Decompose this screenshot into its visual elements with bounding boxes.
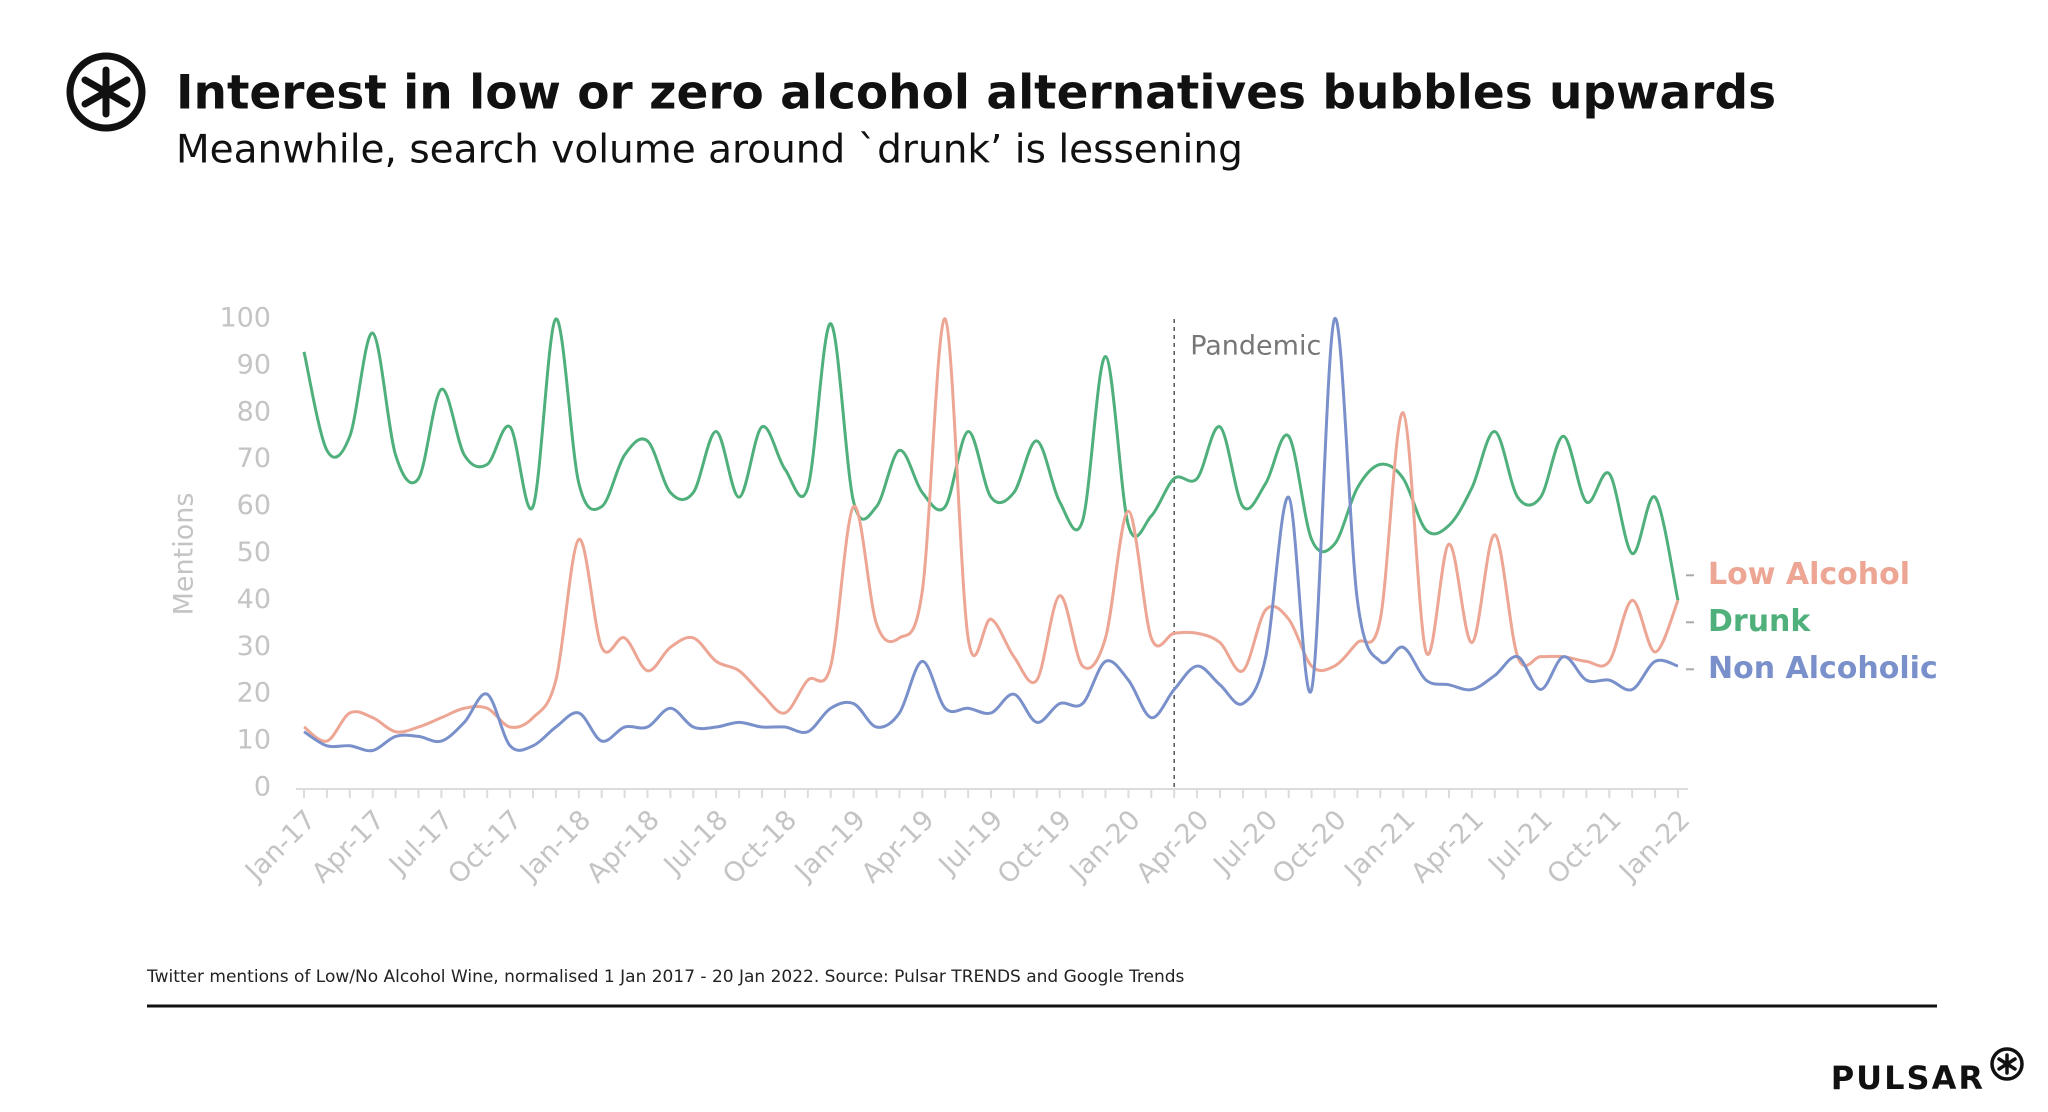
- y-tick-label: 90: [237, 349, 271, 380]
- line-series: [302, 317, 1680, 601]
- y-tick-label: 10: [237, 725, 271, 756]
- x-tick-label: Jan-21: [1337, 804, 1421, 888]
- y-tick-label: 20: [237, 678, 271, 709]
- x-tick-label: Oct-17: [442, 804, 528, 890]
- y-tick-label: 0: [254, 772, 271, 803]
- line-series: [303, 317, 1680, 743]
- legend-label: Drunk: [1708, 604, 1811, 639]
- y-tick-label: 50: [237, 537, 271, 568]
- footnote: Twitter mentions of Low/No Alcohol Wine,…: [146, 967, 1185, 987]
- y-tick-label: 100: [219, 303, 271, 334]
- y-tick-label: 70: [237, 443, 271, 474]
- x-tick-label: Jan-18: [513, 804, 597, 888]
- chart-title: Interest in low or zero alcohol alternat…: [176, 66, 1776, 121]
- x-tick-label: Jan-20: [1063, 804, 1147, 888]
- x-tick-label: Oct-21: [1541, 804, 1627, 890]
- legend-label: Low Alcohol: [1708, 557, 1910, 592]
- x-tick-label: Jan-19: [788, 804, 872, 888]
- x-tick-label: Oct-20: [1267, 804, 1353, 890]
- x-tick-label: Apr-21: [1405, 804, 1490, 889]
- x-tick-label: Apr-18: [581, 804, 666, 889]
- y-tick-label: 30: [237, 631, 271, 662]
- y-tick-label: 40: [237, 584, 271, 615]
- logo: [66, 52, 146, 132]
- x-tick-label: Apr-20: [1130, 804, 1215, 889]
- x-tick-label: Apr-17: [306, 804, 391, 889]
- x-tick-label: Apr-19: [856, 804, 941, 889]
- chart-subtitle: Meanwhile, search volume around `drunk’ …: [176, 128, 1243, 173]
- brand: PULSAR: [1831, 1059, 1985, 1097]
- x-tick-label: Oct-19: [992, 804, 1078, 890]
- x-tick-label: Oct-18: [717, 804, 803, 890]
- legend-label: Non Alcoholic: [1708, 651, 1938, 686]
- x-tick-label: Jan-17: [238, 804, 322, 888]
- y-tick-label: 80: [237, 396, 271, 427]
- brand-logo: [1990, 1047, 2024, 1081]
- y-tick-label: 60: [237, 490, 271, 521]
- x-tick-label: Jan-22: [1612, 804, 1696, 888]
- y-axis-label: Mentions: [169, 493, 200, 616]
- annotation-label: Pandemic: [1190, 331, 1321, 362]
- line-series: [303, 317, 1679, 753]
